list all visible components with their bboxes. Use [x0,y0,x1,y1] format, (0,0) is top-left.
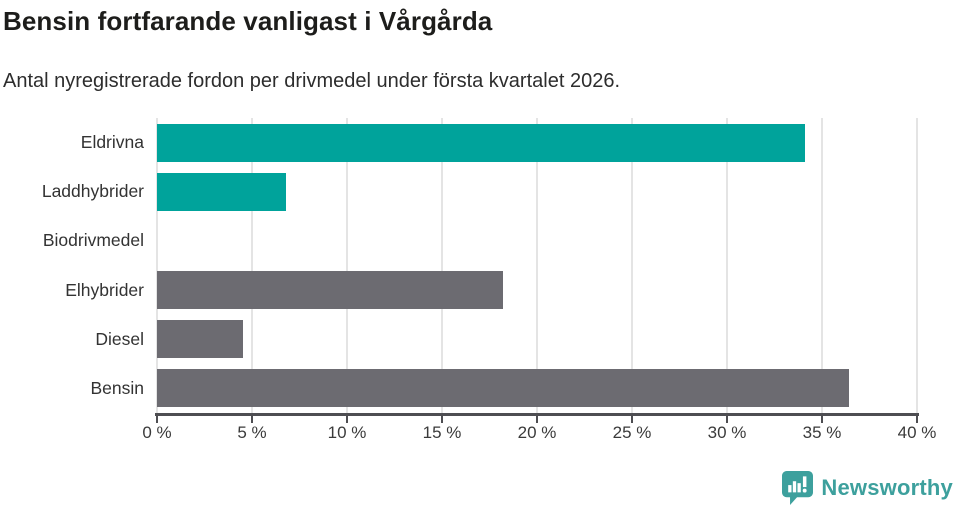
x-tick-label-20: 20 % [517,423,557,442]
bar-bensin [157,369,849,408]
x-tick-35 [821,413,823,423]
gridline-35 [821,118,823,413]
gridline-10 [346,118,348,413]
bar-elhybrider [157,271,503,310]
bar-diesel [157,320,243,359]
x-tick-15 [441,413,443,423]
x-tick-label-10: 10 % [327,423,367,442]
y-label-laddhybrider: Laddhybrider [41,181,144,202]
x-tick-label-15: 15 % [422,423,462,442]
x-tick-label-5: 5 % [237,423,267,442]
gridline-15 [441,118,443,413]
gridline-25 [631,118,633,413]
gridline-20 [536,118,538,413]
y-label-eldrivna: Eldrivna [80,132,144,153]
y-label-elhybrider: Elhybrider [65,279,144,300]
gridline-40 [916,118,918,413]
y-label-biodrivmedel: Biodrivmedel [42,230,144,251]
y-axis-labels: Eldrivna Laddhybrider Biodrivmedel Elhybrid… [0,118,144,413]
gridline-0 [156,118,158,413]
chart-title: Bensin fortfarande vanligast i Vårgårda [3,6,493,36]
newsworthy-logo-icon [782,471,814,505]
x-tick-40 [916,413,918,423]
x-tick-20 [536,413,538,423]
chart-subtitle: Antal nyregistrerade fordon per drivmede… [3,70,621,92]
bar-laddhybrider [157,172,287,211]
y-label-bensin: Bensin [90,377,144,398]
x-tick-0 [156,413,158,423]
x-tick-10 [346,413,348,423]
x-tick-label-0: 0 % [142,423,172,442]
y-label-diesel: Diesel [95,328,144,349]
gridline-30 [726,118,728,413]
x-tick-label-30: 30 % [707,423,747,442]
x-tick-30 [726,413,728,423]
x-tick-25 [631,413,633,423]
x-tick-5 [251,413,253,423]
gridline-5 [251,118,253,413]
x-tick-label-40: 40 % [897,423,937,442]
newsworthy-brand: Newsworthy [782,471,953,505]
newsworthy-wordmark: Newsworthy [821,475,953,500]
x-tick-label-25: 25 % [612,423,652,442]
bar-eldrivna [157,123,805,162]
plot-area [156,118,918,413]
x-tick-label-35: 35 % [802,423,842,442]
